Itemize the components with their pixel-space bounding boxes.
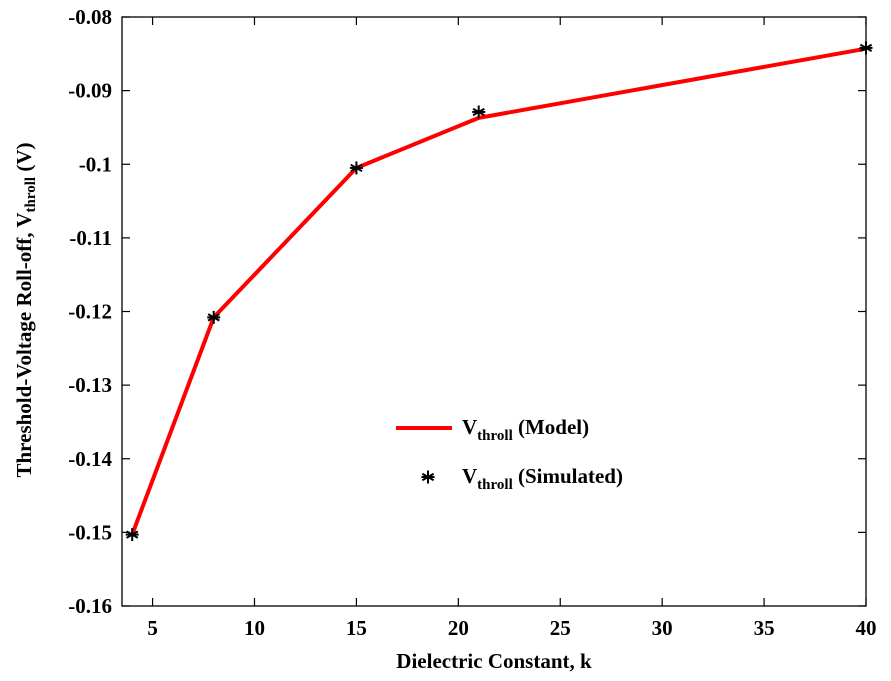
legend-simulated-label: Vthroll (Simulated) bbox=[462, 464, 623, 493]
data-point-simulated bbox=[207, 310, 221, 324]
y-tick-label: -0.1 bbox=[79, 152, 112, 176]
x-tick-label: 20 bbox=[448, 616, 469, 640]
plot-area-border bbox=[121, 16, 867, 607]
y-tick-label: -0.09 bbox=[68, 79, 112, 103]
y-axis-title-tail: (V) bbox=[12, 142, 36, 176]
y-tick-label: -0.11 bbox=[69, 226, 112, 250]
y-tick-label: -0.12 bbox=[68, 300, 112, 324]
axis-ticks bbox=[122, 16, 867, 607]
data-point-simulated bbox=[349, 161, 363, 175]
legend-simulated-marker bbox=[421, 470, 435, 484]
x-tick-label: 5 bbox=[147, 616, 158, 640]
x-tick-label: 30 bbox=[652, 616, 673, 640]
legend: Vthroll (Model) Vthroll (Simulated) bbox=[380, 400, 680, 510]
legend-box bbox=[380, 400, 680, 510]
data-point-simulated bbox=[859, 41, 873, 55]
x-tick-label: 25 bbox=[550, 616, 571, 640]
y-tick-label: -0.14 bbox=[68, 447, 112, 471]
series-layer bbox=[125, 41, 873, 542]
y-axis-title-main: Threshold-Voltage Roll-off, V bbox=[12, 212, 36, 477]
y-tick-label: -0.15 bbox=[68, 520, 112, 544]
legend-model-label: Vthroll (Model) bbox=[462, 415, 589, 444]
y-tick-label: -0.08 bbox=[68, 5, 112, 29]
x-axis-title: Dielectric Constant, k bbox=[396, 649, 592, 673]
axis-tick-labels: 5 10 15 20 25 30 35 40 -0.16 -0.15 -0.14 -0.13 -0.12… bbox=[68, 5, 876, 640]
svg-text:Threshold-Voltage Roll-off, Vt: Threshold-Voltage Roll-off, Vthroll (V) bbox=[12, 142, 40, 477]
data-point-simulated bbox=[125, 528, 139, 542]
x-tick-label: 40 bbox=[856, 616, 877, 640]
y-axis-title-sub: throll bbox=[23, 177, 39, 213]
data-point-simulated bbox=[472, 105, 486, 119]
y-tick-label: -0.16 bbox=[68, 594, 112, 618]
x-tick-label: 10 bbox=[244, 616, 265, 640]
legend-simulated-asterisk bbox=[421, 470, 435, 484]
y-tick-label: -0.13 bbox=[68, 373, 112, 397]
y-axis-title: Threshold-Voltage Roll-off, Vthroll (V) bbox=[12, 142, 40, 477]
x-tick-label: 15 bbox=[346, 616, 367, 640]
plot-frame bbox=[121, 16, 867, 607]
x-tick-label: 35 bbox=[754, 616, 775, 640]
